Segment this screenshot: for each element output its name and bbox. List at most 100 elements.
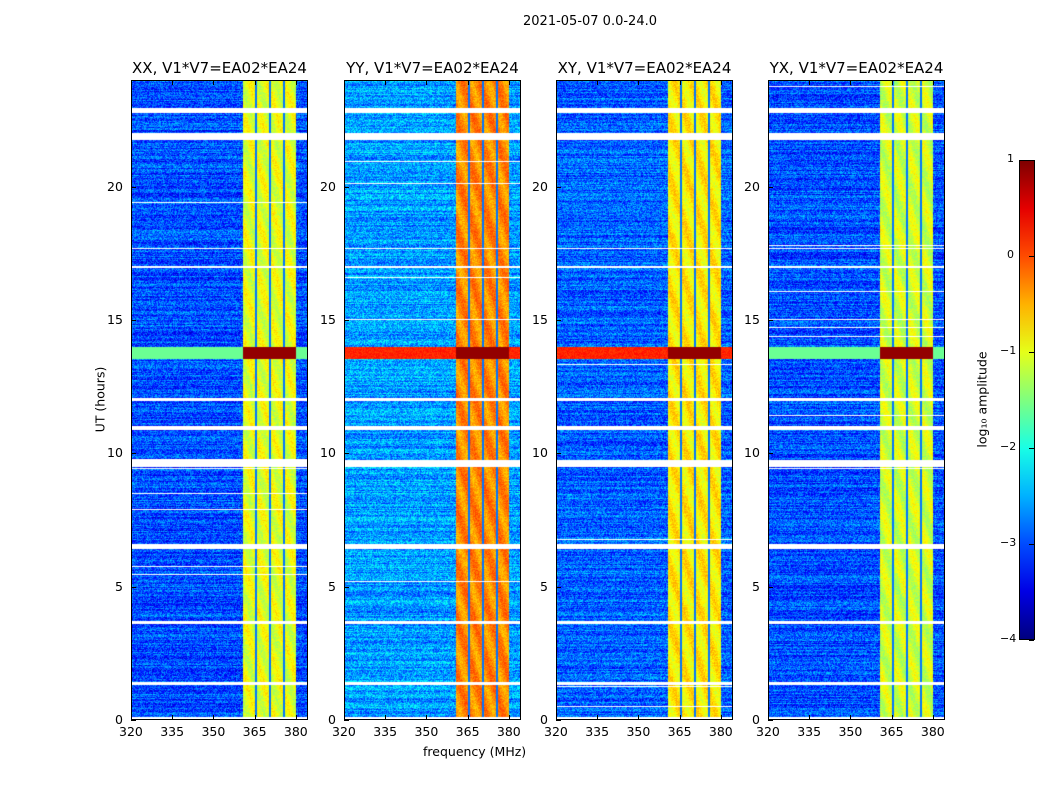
x-axis-label: frequency (MHz) xyxy=(423,744,527,759)
x-tick-mark xyxy=(385,80,387,85)
x-tick-label: 320 xyxy=(119,724,143,739)
x-tick-mark xyxy=(467,715,469,720)
x-tick-label: 350 xyxy=(838,724,863,739)
x-tick-label: 350 xyxy=(201,724,226,739)
x-tick-mark xyxy=(295,80,297,85)
x-tick-mark xyxy=(467,80,469,85)
x-tick-mark xyxy=(679,715,681,720)
x-tick-label: 380 xyxy=(496,724,521,739)
x-tick-label: 335 xyxy=(160,724,185,739)
x-tick-mark xyxy=(556,80,557,85)
y-tick-mark xyxy=(768,453,773,455)
x-tick-mark xyxy=(508,715,510,720)
x-tick-label: 365 xyxy=(455,724,480,739)
heatmap-panel-0 xyxy=(131,80,308,720)
colorbar-label: log₁₀ amplitude xyxy=(974,351,990,448)
heatmap-panel-3 xyxy=(768,80,945,720)
y-tick-mark xyxy=(131,586,136,588)
x-tick-mark xyxy=(508,80,510,85)
x-tick-label: 365 xyxy=(242,724,267,739)
x-tick-mark xyxy=(254,80,256,85)
panel-title: XX, V1*V7=EA02*EA24 xyxy=(132,59,307,77)
x-tick-mark xyxy=(172,80,174,85)
x-tick-mark xyxy=(720,715,722,720)
y-tick-mark xyxy=(344,453,349,455)
x-tick-mark xyxy=(385,715,387,720)
x-tick-mark xyxy=(932,715,934,720)
x-tick-label: 335 xyxy=(797,724,822,739)
x-tick-mark xyxy=(344,80,345,85)
x-tick-mark xyxy=(768,80,769,85)
panel-title: XY, V1*V7=EA02*EA24 xyxy=(557,59,732,77)
panel-title: YX, V1*V7=EA02*EA24 xyxy=(769,59,944,77)
x-tick-mark xyxy=(891,80,893,85)
x-tick-mark xyxy=(556,715,557,720)
y-tick-label: 15 xyxy=(320,312,336,327)
heatmap-panel-2 xyxy=(556,80,733,720)
y-tick-mark xyxy=(556,320,561,321)
y-tick-label: 0 xyxy=(328,712,336,727)
x-tick-mark xyxy=(213,80,215,85)
figure-title: 2021-05-07 0.0-24.0 xyxy=(523,14,657,29)
colorbar-tick-label: −1 xyxy=(1000,344,1017,357)
y-tick-mark xyxy=(344,320,349,321)
x-tick-mark xyxy=(850,715,852,720)
colorbar-tick-label: 1 xyxy=(1007,152,1014,165)
x-tick-label: 320 xyxy=(544,724,568,739)
x-tick-mark xyxy=(131,715,132,720)
x-tick-mark xyxy=(426,80,428,85)
colorbar-tick-mark xyxy=(1029,256,1034,257)
y-tick-label: 10 xyxy=(107,445,123,461)
x-tick-label: 350 xyxy=(626,724,651,739)
x-tick-mark xyxy=(426,715,428,720)
x-tick-mark xyxy=(295,715,297,720)
x-tick-label: 380 xyxy=(283,724,308,739)
x-tick-mark xyxy=(679,80,681,85)
y-tick-mark xyxy=(768,320,773,321)
y-tick-mark xyxy=(556,720,561,721)
y-tick-label: 0 xyxy=(540,712,548,727)
colorbar-tick-mark xyxy=(1029,640,1034,641)
y-tick-label: 10 xyxy=(532,445,548,461)
heatmap-image xyxy=(769,81,944,719)
y-tick-label: 15 xyxy=(532,312,548,327)
colorbar-tick-mark xyxy=(1029,448,1034,449)
y-tick-mark xyxy=(131,186,136,188)
colorbar-tick-mark xyxy=(1029,544,1034,545)
x-tick-mark xyxy=(638,80,640,85)
x-tick-mark xyxy=(768,715,769,720)
y-tick-label: 20 xyxy=(107,178,123,194)
x-tick-label: 335 xyxy=(585,724,610,739)
x-tick-mark xyxy=(809,80,811,85)
colorbar-tick-mark xyxy=(1029,160,1034,161)
x-tick-mark xyxy=(344,715,345,720)
y-tick-label: 5 xyxy=(540,578,548,594)
y-tick-mark xyxy=(344,586,349,588)
y-tick-mark xyxy=(556,186,561,188)
y-tick-label: 20 xyxy=(532,178,548,194)
y-tick-mark xyxy=(768,186,773,188)
y-tick-mark xyxy=(556,586,561,588)
x-tick-label: 380 xyxy=(920,724,945,739)
heatmap-image xyxy=(557,81,732,719)
x-tick-mark xyxy=(850,80,852,85)
panel-title: YY, V1*V7=EA02*EA24 xyxy=(346,59,519,77)
x-tick-mark xyxy=(809,715,811,720)
colorbar-tick-label: −2 xyxy=(1000,440,1017,453)
heatmap-image xyxy=(132,81,307,719)
x-tick-mark xyxy=(131,80,132,85)
y-tick-label: 10 xyxy=(320,445,336,461)
y-tick-label: 15 xyxy=(744,312,760,327)
x-tick-mark xyxy=(720,80,722,85)
y-tick-label: 5 xyxy=(752,578,760,594)
y-tick-label: 0 xyxy=(752,712,760,727)
y-tick-mark xyxy=(768,586,773,588)
y-tick-label: 5 xyxy=(115,578,123,594)
x-tick-label: 365 xyxy=(879,724,904,739)
y-tick-mark xyxy=(556,453,561,455)
x-tick-label: 365 xyxy=(667,724,692,739)
x-tick-mark xyxy=(597,80,599,85)
colorbar-tick-label: −3 xyxy=(1000,536,1017,549)
x-tick-label: 335 xyxy=(373,724,398,739)
